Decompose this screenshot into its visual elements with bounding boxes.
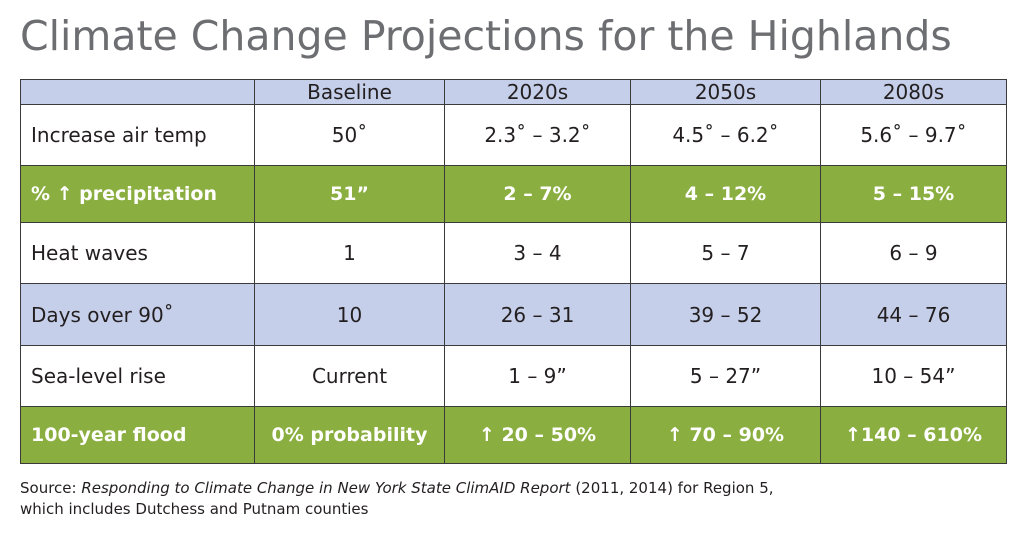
source-note: Source: Responding to Climate Change in …: [20, 478, 1010, 520]
row-label: Increase air temp: [20, 103, 255, 167]
table-row-precipitation: % ↑ precipitation 51” 2 – 7% 4 – 12% 5 –…: [20, 165, 1007, 224]
table-cell: 1 – 9”: [444, 344, 631, 408]
table-cell: 2 – 7%: [444, 165, 631, 224]
table-cell: 51”: [254, 165, 445, 224]
row-label: % ↑ precipitation: [20, 165, 255, 224]
table-cell: 5 – 27”: [630, 344, 821, 408]
table-cell: 4 – 12%: [630, 165, 821, 224]
table-row-air-temp: Increase air temp 50˚ 2.3˚ – 3.2˚ 4.5˚ –…: [20, 103, 1007, 167]
header-cell-empty: [20, 79, 255, 105]
table-cell: 0% probability: [254, 406, 445, 464]
table-cell: 6 – 9: [820, 222, 1007, 285]
table-cell: 26 – 31: [444, 283, 631, 346]
row-label: Days over 90˚: [20, 283, 255, 346]
header-cell-2020s: 2020s: [444, 79, 631, 105]
table-cell: 2.3˚ – 3.2˚: [444, 103, 631, 167]
table-cell: 5 – 7: [630, 222, 821, 285]
row-label: 100-year flood: [20, 406, 255, 464]
table-row-days-over-90: Days over 90˚ 10 26 – 31 39 – 52 44 – 76: [20, 283, 1007, 346]
source-report-title: Responding to Climate Change in New York…: [81, 479, 571, 497]
table-cell: 10: [254, 283, 445, 346]
table-cell: ↑ 20 – 50%: [444, 406, 631, 464]
table-cell: 5 – 15%: [820, 165, 1007, 224]
table-cell: 5.6˚ – 9.7˚: [820, 103, 1007, 167]
table-row-flood: 100-year flood 0% probability ↑ 20 – 50%…: [20, 406, 1007, 464]
table-row-sea-level: Sea-level rise Current 1 – 9” 5 – 27” 10…: [20, 344, 1007, 408]
source-suffix: (2011, 2014) for Region 5,: [570, 479, 774, 497]
table-cell: Current: [254, 344, 445, 408]
header-cell-baseline: Baseline: [254, 79, 445, 105]
projections-table: Baseline 2020s 2050s 2080s Increase air …: [20, 79, 1007, 464]
table-cell: 4.5˚ – 6.2˚: [630, 103, 821, 167]
table-cell: 10 – 54”: [820, 344, 1007, 408]
header-cell-2050s: 2050s: [630, 79, 821, 105]
row-label: Heat waves: [20, 222, 255, 285]
page-title: Climate Change Projections for the Highl…: [20, 12, 952, 60]
table-cell: ↑140 – 610%: [820, 406, 1007, 464]
table-cell: 3 – 4: [444, 222, 631, 285]
table-row-heat-waves: Heat waves 1 3 – 4 5 – 7 6 – 9: [20, 222, 1007, 285]
table-cell: ↑ 70 – 90%: [630, 406, 821, 464]
table-cell: 44 – 76: [820, 283, 1007, 346]
table-cell: 39 – 52: [630, 283, 821, 346]
source-prefix: Source:: [20, 479, 82, 497]
header-row: Baseline 2020s 2050s 2080s: [20, 79, 1007, 105]
row-label: Sea-level rise: [20, 344, 255, 408]
source-line2: which includes Dutchess and Putnam count…: [20, 500, 369, 518]
table-cell: 1: [254, 222, 445, 285]
header-cell-2080s: 2080s: [820, 79, 1007, 105]
table-cell: 50˚: [254, 103, 445, 167]
